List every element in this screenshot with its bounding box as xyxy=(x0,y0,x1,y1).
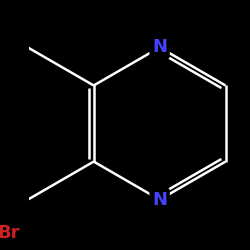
Text: N: N xyxy=(152,191,167,209)
Text: Br: Br xyxy=(0,224,20,242)
Text: N: N xyxy=(152,38,167,56)
